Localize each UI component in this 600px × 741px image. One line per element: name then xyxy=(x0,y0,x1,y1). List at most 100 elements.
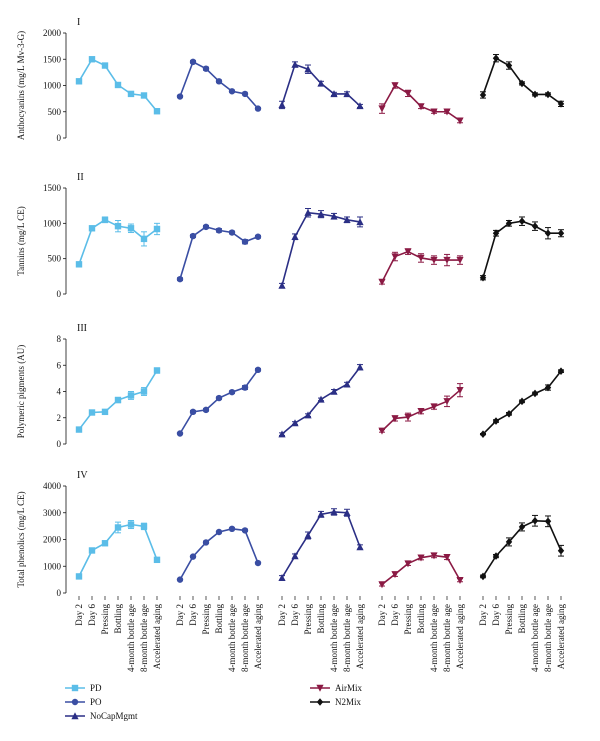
data-point xyxy=(505,538,513,546)
data-point xyxy=(492,417,500,425)
data-point xyxy=(356,102,364,110)
data-point xyxy=(417,554,425,562)
legend-item-po: PO xyxy=(65,697,102,707)
data-point xyxy=(330,508,338,516)
data-point xyxy=(140,92,148,99)
x-tick-label: 8-month bottle age xyxy=(240,604,250,672)
data-point xyxy=(544,90,552,99)
y-tick-label: 1000 xyxy=(43,218,62,228)
data-point xyxy=(417,407,425,415)
series-airmix xyxy=(378,383,464,435)
data-point xyxy=(443,553,451,561)
x-tick-label: Accelerated aging xyxy=(556,604,566,670)
x-tick-label: Accelerated aging xyxy=(455,604,465,670)
data-point xyxy=(254,366,262,374)
series-po xyxy=(176,366,262,437)
data-point xyxy=(114,81,122,89)
x-tick-label: Bottling xyxy=(113,604,123,634)
x-tick-label: Day 2 xyxy=(277,604,287,626)
data-point xyxy=(75,78,83,85)
data-point xyxy=(278,281,286,289)
data-point xyxy=(228,229,236,236)
data-point xyxy=(479,430,487,438)
data-point xyxy=(101,408,109,416)
y-axis-label: Polymeric pigments (AU) xyxy=(16,345,26,439)
x-tick-label: Day 6 xyxy=(188,604,198,626)
x-tick-label: 8-month bottle age xyxy=(442,604,452,672)
data-point xyxy=(443,256,451,264)
data-point xyxy=(101,62,109,69)
data-point xyxy=(228,388,236,396)
data-point xyxy=(189,408,197,416)
x-tick-label: 8-month bottle age xyxy=(342,604,352,672)
series-pd xyxy=(75,56,161,115)
x-tick-label: Accelerated aging xyxy=(355,604,365,670)
panel-iii: 0 2 4 6 8 Polymeric pigments (AU) III xyxy=(16,323,565,449)
data-point xyxy=(456,117,464,125)
data-point xyxy=(505,219,513,228)
series-airmix xyxy=(378,82,464,125)
data-point xyxy=(330,212,338,220)
data-point xyxy=(557,546,565,555)
data-point xyxy=(140,235,148,243)
data-point xyxy=(378,581,386,589)
series-line xyxy=(381,84,461,122)
data-point xyxy=(127,225,135,232)
series-nocapmgmt xyxy=(278,207,364,289)
data-point xyxy=(127,90,135,98)
data-point xyxy=(518,79,526,88)
data-point xyxy=(557,229,565,238)
data-point xyxy=(343,90,351,98)
data-point xyxy=(443,108,451,116)
data-point xyxy=(202,65,210,72)
data-point xyxy=(531,90,539,99)
data-point xyxy=(291,60,299,68)
legend-item-pd: PD xyxy=(65,683,102,693)
legend-label: N2Mix xyxy=(335,697,362,707)
data-point xyxy=(544,229,552,238)
data-point xyxy=(330,387,338,395)
data-point xyxy=(176,275,184,283)
x-tick-label: Pressing xyxy=(201,604,211,635)
y-tick-label: 3000 xyxy=(43,508,62,518)
data-point xyxy=(356,363,364,371)
y-tick-label: 1500 xyxy=(43,54,62,64)
data-point xyxy=(114,396,122,404)
data-point xyxy=(343,380,351,388)
data-point xyxy=(492,54,500,62)
data-point xyxy=(356,218,364,226)
x-tick-label: Accelerated aging xyxy=(152,604,162,670)
series-airmix xyxy=(378,552,464,589)
series-pd xyxy=(75,520,161,580)
data-point xyxy=(443,398,451,406)
y-tick-label: 2000 xyxy=(43,28,62,38)
data-point xyxy=(518,397,526,406)
data-point xyxy=(291,419,299,427)
x-tick-label: 4-month bottle age xyxy=(126,604,136,672)
data-point xyxy=(153,108,161,115)
data-point xyxy=(378,105,386,113)
data-point xyxy=(531,516,539,525)
data-point xyxy=(88,225,96,232)
x-tick-label: 4-month bottle age xyxy=(329,604,339,672)
data-point xyxy=(215,528,223,536)
panel-label: IV xyxy=(77,470,88,481)
series-po xyxy=(176,223,262,283)
series-po xyxy=(176,525,262,583)
data-point xyxy=(241,384,249,391)
series-n2mix xyxy=(479,54,565,108)
x-tick-label: Pressing xyxy=(504,604,514,635)
data-point xyxy=(278,573,286,581)
data-point xyxy=(404,90,412,98)
data-point xyxy=(202,223,210,231)
x-tick-label: Day 2 xyxy=(74,604,84,626)
data-point xyxy=(176,430,184,437)
data-point xyxy=(317,210,325,218)
data-point xyxy=(127,521,135,528)
data-point xyxy=(153,225,161,233)
data-point xyxy=(456,256,464,264)
series-pd xyxy=(75,216,161,268)
data-point xyxy=(505,410,513,418)
series-n2mix xyxy=(479,514,565,581)
data-point xyxy=(479,572,487,581)
